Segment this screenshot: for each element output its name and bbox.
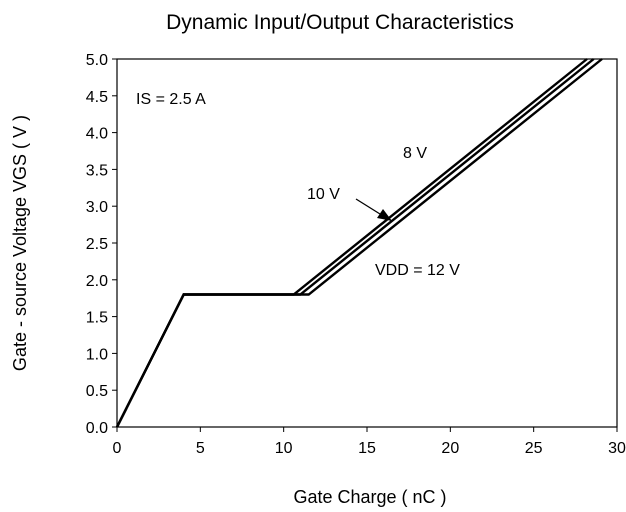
y-tick-label: 4.0: [86, 126, 108, 143]
x-axis: 0 5 10 15 20 25 30: [113, 427, 626, 457]
x-tick-label: 10: [275, 440, 293, 457]
arrow-head: [377, 209, 392, 221]
series-line-2: [115, 58, 595, 428]
y-tick-label: 2.0: [86, 273, 108, 290]
series-label-10v: 10 V: [307, 186, 340, 203]
y-tick-label: 1.0: [86, 346, 108, 363]
x-tick-label: 25: [525, 440, 543, 457]
plot-frame: [116, 58, 618, 428]
series-label-12v: VDD = 12 V: [375, 262, 460, 279]
y-tick-label: 3.0: [86, 199, 108, 216]
x-tick-label: 15: [358, 440, 376, 457]
y-axis: 0.0 0.5 1.0 1.5 2.0 2.5 3.0 3.5 4.0 4.5 5.0: [86, 52, 117, 437]
x-tick-label: 0: [113, 440, 122, 457]
arrow-pointer: [355, 198, 381, 215]
x-axis-label: Gate Charge ( nC ): [293, 487, 446, 507]
series-label-8v: 8 V: [403, 145, 427, 162]
chart-title: Dynamic Input/Output Characteristics: [166, 11, 514, 34]
x-tick-label: 5: [196, 440, 205, 457]
y-tick-label: 4.5: [86, 89, 108, 106]
y-tick-label: 3.5: [86, 162, 108, 179]
y-tick-label: 0.5: [86, 383, 108, 400]
series-line-1: [115, 58, 588, 428]
series-group: [115, 58, 603, 428]
y-axis-label: Gate - source Voltage VGS ( V ): [10, 115, 30, 371]
y-tick-label: 1.5: [86, 310, 108, 327]
x-tick-label: 20: [441, 440, 459, 457]
y-tick-label: 0.0: [86, 420, 108, 437]
y-tick-label: 5.0: [86, 52, 108, 69]
condition-annotation: IS = 2.5 A: [136, 91, 206, 108]
y-tick-label: 2.5: [86, 236, 108, 253]
series-line-3: [115, 58, 603, 428]
x-tick-label: 30: [608, 440, 626, 457]
